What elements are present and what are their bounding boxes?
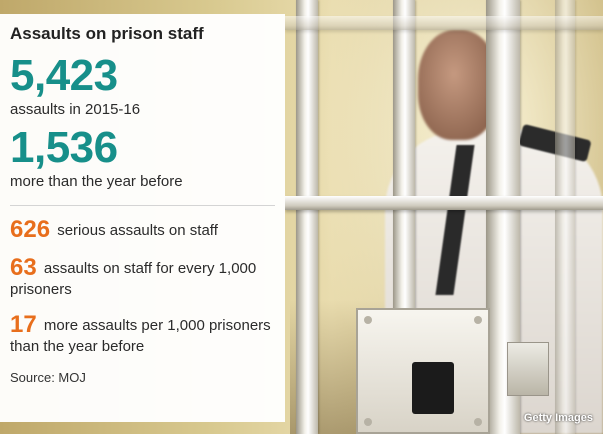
stat-number: 63 xyxy=(10,254,37,281)
rivet xyxy=(474,316,482,324)
rivet xyxy=(474,418,482,426)
headline-caption-total: assaults in 2015-16 xyxy=(10,101,141,118)
headline-number-total: 5,423 xyxy=(10,51,118,100)
stat-number: 626 xyxy=(10,216,51,243)
rivet xyxy=(364,316,372,324)
headline-number-increase: 1,536 xyxy=(10,123,118,172)
stat-number: 17 xyxy=(10,311,37,338)
cell-bar xyxy=(296,0,318,434)
door-lock-plate xyxy=(356,308,490,434)
stat-serious-assaults: 626 serious assaults on staff xyxy=(10,218,275,242)
stat-text: assaults on staff for every 1,000 prison… xyxy=(10,260,257,298)
stat-per-1000: 63 assaults on staff for every 1,000 pri… xyxy=(10,256,275,299)
rivet xyxy=(364,418,372,426)
divider xyxy=(10,205,275,206)
guard-head xyxy=(418,30,498,140)
stats-panel: Assaults on prison staff 5,423 assaults … xyxy=(0,14,285,422)
cell-crossbar-top xyxy=(285,16,603,30)
headline-caption-increase: more than the year before xyxy=(10,173,183,190)
source-note: Source: MOJ xyxy=(10,370,86,385)
panel-title: Assaults on prison staff xyxy=(10,24,204,43)
cell-bar-distant xyxy=(555,0,575,434)
photo-credit: Getty Images xyxy=(523,412,593,424)
stat-text: more assaults per 1,000 prisoners than t… xyxy=(10,317,271,355)
stat-increase-per-1000: 17 more assaults per 1,000 prisoners tha… xyxy=(10,313,275,356)
door-hatch-slot xyxy=(412,362,454,414)
door-lock-box xyxy=(507,342,549,396)
cell-crossbar xyxy=(285,196,603,210)
stat-text: serious assaults on staff xyxy=(57,222,218,239)
